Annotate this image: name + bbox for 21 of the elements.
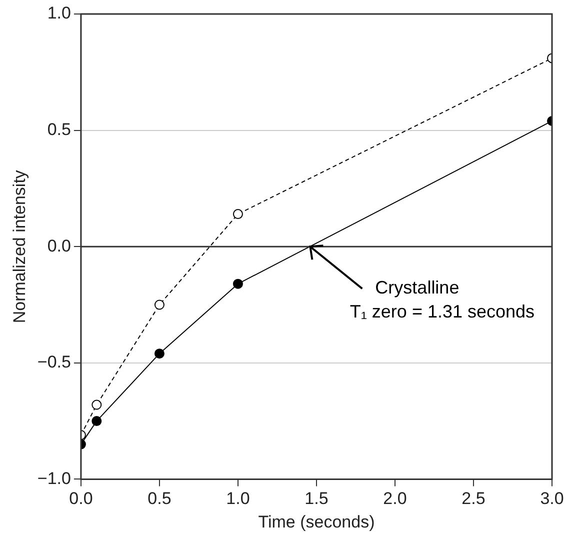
x-tick-label: 1.0 (226, 489, 250, 508)
point (154, 348, 164, 359)
x-axis-title: Time (seconds) (258, 512, 375, 532)
x-tick-label: 2.0 (383, 489, 407, 508)
y-tick-label: 1.0 (47, 4, 71, 23)
y-tick-label: −1.0 (37, 468, 71, 488)
y-tick-label: −0.5 (37, 352, 71, 372)
x-tick-label: 0.5 (148, 489, 172, 508)
annotation: Crystalline T₁ zero = 1.31 seconds (350, 278, 535, 322)
x-tick-label: 1.5 (304, 489, 328, 508)
point (154, 300, 164, 310)
point (232, 278, 243, 289)
x-tick-label: 2.5 (462, 489, 486, 508)
y-axis-title: Normalized intensity (10, 170, 29, 324)
y-tick-label: 0.5 (47, 120, 71, 139)
y-tick-label: 0.0 (47, 236, 71, 256)
x-tick-label: 0.0 (69, 489, 93, 508)
point (232, 209, 243, 220)
point (92, 416, 102, 426)
x-tick-label: 3.0 (540, 489, 564, 508)
point (92, 400, 102, 410)
